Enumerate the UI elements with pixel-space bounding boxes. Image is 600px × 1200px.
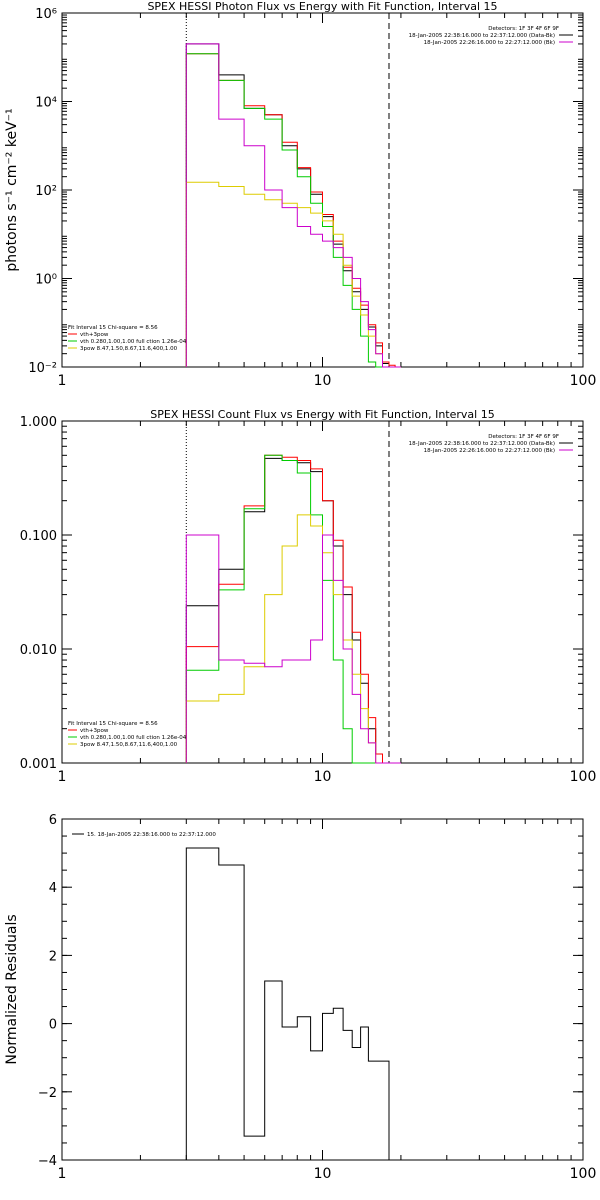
y-tick-label: 0.100 <box>20 529 57 544</box>
legend-label: vth 0.280,1.00,1.00 full ction 1.26e-04 <box>80 339 187 345</box>
y-tick-label: 4 <box>49 881 57 896</box>
series-vth <box>185 53 401 368</box>
legend-header: Detectors: 1F 3F 4F 6F 9F <box>488 434 559 440</box>
legend-label: vth+3pow <box>80 728 109 734</box>
legend-header: Fit Interval 15 Chi-square = 8.56 <box>68 325 158 331</box>
legend-label: vth+3pow <box>80 332 109 338</box>
legend-header: Fit Interval 15 Chi-square = 8.56 <box>68 721 158 727</box>
legend-label: 18-Jan-2005 22:26:16.000 to 22:27:12.000… <box>424 40 555 46</box>
legend-header: Detectors: 1F 3F 4F 6F 9F <box>488 26 559 32</box>
x-tick-label: 1 <box>58 1166 67 1182</box>
series-vth-3pow <box>185 454 401 764</box>
y-tick-label: 10⁶ <box>35 7 57 22</box>
series-bk <box>185 534 401 764</box>
legend-label: 15. 18-Jan-2005 22:38:16.000 to 22:37:12… <box>87 832 216 838</box>
legend-bottom-left: Fit Interval 15 Chi-square = 8.56vth+3po… <box>68 721 187 748</box>
chart-title: SPEX HESSI Count Flux vs Energy with Fit… <box>150 408 494 421</box>
y-tick-label: 1.000 <box>20 415 57 430</box>
chart-panel-3: 1 10 100 −4 −2 0 2 4 6 Normalized Residuals 15. 18… <box>4 813 596 1182</box>
x-tick-label: 100 <box>570 373 597 389</box>
legend-label: 18-Jan-2005 22:38:16.000 to 22:37:12.000… <box>409 33 555 39</box>
x-tick-label: 10 <box>314 373 332 389</box>
x-tick-label: 1 <box>58 373 67 389</box>
legend-label: vth 0.280,1.00,1.00 full ction 1.26e-04 <box>80 735 187 741</box>
plot-frame <box>61 12 584 368</box>
chart-title: SPEX HESSI Photon Flux vs Energy with Fi… <box>147 0 497 13</box>
x-tick-label: 10 <box>314 1166 332 1182</box>
plot-frame <box>61 818 584 1161</box>
y-axis-label: photons s⁻¹ cm⁻² keV⁻¹ <box>4 108 20 271</box>
y-tick-label: −4 <box>38 1154 57 1169</box>
x-tick-label: 1 <box>58 769 67 785</box>
legend-label: 18-Jan-2005 22:26:16.000 to 22:27:12.000… <box>424 448 555 454</box>
y-tick-label: 6 <box>49 813 57 828</box>
legend-bottom-left: Fit Interval 15 Chi-square = 8.56vth+3po… <box>68 325 187 352</box>
y-axis-label: Normalized Residuals <box>4 914 20 1064</box>
x-tick-label: 100 <box>570 1166 597 1182</box>
series-residuals <box>185 847 390 1160</box>
legend-top-left: 15. 18-Jan-2005 22:38:16.000 to 22:37:12… <box>72 832 216 838</box>
chart-panel-1: SPEX HESSI Photon Flux vs Energy with Fi… <box>4 0 596 389</box>
series-bk <box>185 43 401 368</box>
y-tick-label: −2 <box>38 1086 57 1101</box>
y-tick-label: 2 <box>49 949 57 964</box>
y-tick-label: 10² <box>35 184 57 199</box>
y-tick-label: 10⁴ <box>35 96 57 111</box>
legend-label: 3pow 8.47,1.50,8.67,11.6,400,1.00 <box>80 742 178 748</box>
y-tick-label: 10⁻² <box>28 361 57 376</box>
series-vth <box>185 454 401 764</box>
y-tick-label: 0 <box>49 1018 57 1033</box>
y-tick-label: 10⁰ <box>35 273 57 288</box>
legend-label: 3pow 8.47,1.50,8.67,11.6,400,1.00 <box>80 346 178 352</box>
chart-panel-2: SPEX HESSI Count Flux vs Energy with Fit… <box>20 408 597 785</box>
y-tick-label: 0.001 <box>20 757 57 772</box>
legend-label: 18-Jan-2005 22:38:16.000 to 22:37:12.000… <box>409 441 555 447</box>
x-tick-label: 100 <box>570 769 597 785</box>
x-tick-label: 10 <box>314 769 332 785</box>
y-tick-label: 0.010 <box>20 643 57 658</box>
